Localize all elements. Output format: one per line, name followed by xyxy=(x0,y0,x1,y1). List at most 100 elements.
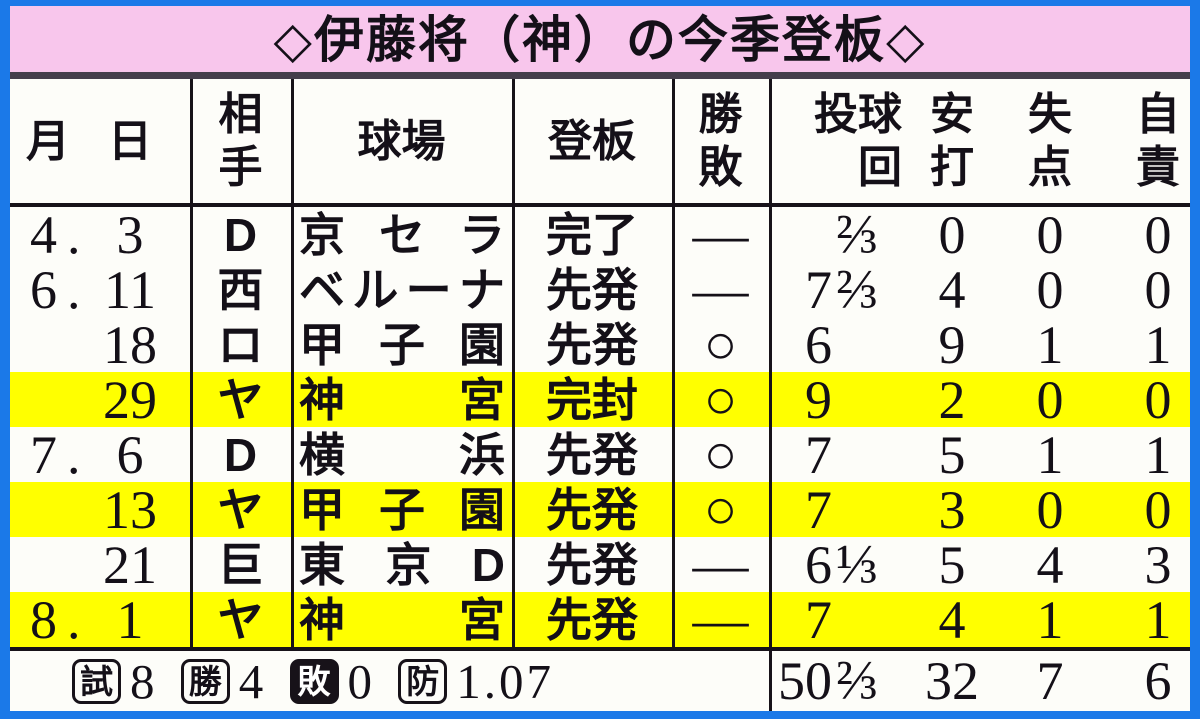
cell-stadium: 東京D xyxy=(299,539,505,591)
header-appearance: 登板 xyxy=(548,117,636,166)
cell-earned: 0 xyxy=(1144,205,1172,265)
header-stadium: 球場 xyxy=(357,117,446,166)
cell-day: 29 xyxy=(103,370,157,430)
cell-innings-fraction: ⅔ xyxy=(836,204,878,266)
grid-vline-4 xyxy=(672,79,675,647)
cell-hits: 3 xyxy=(938,480,966,540)
cell-month xyxy=(30,482,96,537)
cell-innings-fraction xyxy=(836,317,896,372)
era-value: 1.07 xyxy=(456,653,554,709)
cell-runs: 4 xyxy=(1036,535,1064,595)
cell-month: 6. xyxy=(30,260,91,320)
cell-stadium: 甲子園 xyxy=(299,319,505,371)
cell-innings-fraction: ⅓ xyxy=(836,534,878,596)
cell-earned: 3 xyxy=(1144,535,1172,595)
wins-label-badge: 勝 xyxy=(180,658,230,704)
cell-appearance: 完封 xyxy=(546,374,638,426)
cell-earned: 0 xyxy=(1144,370,1172,430)
cell-stadium: ベルーナ xyxy=(299,264,505,316)
cell-runs: 1 xyxy=(1036,315,1064,375)
stats-table: 月 日 相 手 球場 登板 勝 敗 投球 回 安 打 失 点 xyxy=(10,79,1190,711)
header-earned-runs: 自 責 xyxy=(1108,88,1200,194)
header-innings-line1: 投球 xyxy=(814,90,902,139)
table-body: 4. 3 D 京セラ 完了 — ⅔ 0 0 0 6. 11 西 ベルーナ 先発 … xyxy=(10,204,1190,651)
summary-innings-whole: 50 xyxy=(778,651,832,711)
cell-result: ○ xyxy=(703,479,738,541)
cell-earned: 1 xyxy=(1144,425,1172,485)
header-innings: 投球 回 xyxy=(766,88,908,194)
cell-month xyxy=(30,537,96,592)
cell-result: — xyxy=(692,259,749,321)
header-hits-line2: 打 xyxy=(930,143,974,192)
cell-opponent: ヤ xyxy=(217,594,264,646)
cell-month xyxy=(30,317,96,372)
cell-hits: 0 xyxy=(938,205,966,265)
cell-hits: 9 xyxy=(938,315,966,375)
table-row: 18 ロ 甲子園 先発 ○ 6 9 1 1 xyxy=(10,315,1190,375)
cell-opponent: D xyxy=(223,209,258,261)
cell-appearance: 先発 xyxy=(546,484,638,536)
cell-runs: 0 xyxy=(1036,370,1064,430)
cell-innings-fraction xyxy=(836,427,896,482)
table-row: 6. 11 西 ベルーナ 先発 — 7 ⅔ 4 0 0 xyxy=(10,259,1190,321)
title-divider xyxy=(10,72,1190,79)
cell-innings-fraction: ⅔ xyxy=(836,259,878,321)
cell-earned: 1 xyxy=(1144,315,1172,375)
cell-hits: 2 xyxy=(938,370,966,430)
cell-result: — xyxy=(692,589,749,651)
header-runs-line2: 点 xyxy=(1028,143,1072,192)
header-innings-line2: 回 xyxy=(858,143,902,192)
header-result-line2: 敗 xyxy=(698,143,743,192)
summary-innings-fraction: ⅔ xyxy=(836,650,878,712)
grid-vline-2 xyxy=(291,79,294,647)
cell-result: — xyxy=(692,534,749,596)
summary-hits: 32 xyxy=(925,651,979,711)
header-runs: 失 点 xyxy=(1000,88,1100,194)
cell-innings-fraction xyxy=(836,592,896,647)
header-opponent-line2: 手 xyxy=(218,143,263,192)
cell-appearance: 先発 xyxy=(546,264,638,316)
cell-result: ○ xyxy=(703,424,738,486)
cell-innings-whole: 7 xyxy=(805,260,832,320)
cell-innings-fraction xyxy=(836,482,896,537)
games-value: 8 xyxy=(130,653,158,709)
header-day: 日 xyxy=(108,117,152,166)
cell-result: ○ xyxy=(703,369,738,431)
summary-losses: 敗 0 xyxy=(289,653,376,710)
losses-value: 0 xyxy=(347,653,375,709)
cell-result: — xyxy=(692,204,749,266)
cell-appearance: 先発 xyxy=(546,594,638,646)
cell-month xyxy=(30,372,96,427)
cell-innings-whole: 7 xyxy=(805,480,832,540)
cell-innings-whole: 6 xyxy=(805,535,832,595)
cell-earned: 0 xyxy=(1144,260,1172,320)
summary-wins: 勝 4 xyxy=(180,653,267,710)
cell-innings-whole: 6 xyxy=(805,315,832,375)
cell-runs: 1 xyxy=(1036,590,1064,650)
cell-stadium: 神宮 xyxy=(299,594,505,646)
cell-innings-whole: 7 xyxy=(805,425,832,485)
cell-opponent: ヤ xyxy=(217,374,264,426)
cell-innings-fraction xyxy=(836,372,896,427)
grid-vline-3 xyxy=(512,79,515,647)
cell-hits: 5 xyxy=(938,535,966,595)
cell-appearance: 先発 xyxy=(546,319,638,371)
cell-month: 7. xyxy=(30,425,91,485)
cell-day: 21 xyxy=(103,535,157,595)
cell-innings-whole: 7 xyxy=(805,590,832,650)
summary-runs: 7 xyxy=(1036,651,1064,711)
games-label-badge: 試 xyxy=(72,658,121,704)
header-runs-line1: 失 xyxy=(1028,90,1072,139)
header-result-line1: 勝 xyxy=(698,90,743,139)
table-row: 8. 1 ヤ 神宮 先発 — 7 4 1 1 xyxy=(10,589,1190,651)
summary-row: 試 8 勝 4 敗 0 防 1.07 50 ⅔ 32 7 6 xyxy=(10,651,1190,711)
cell-day: 1 xyxy=(116,590,144,650)
summary-totals: 試 8 勝 4 敗 0 防 1.07 xyxy=(72,651,554,711)
summary-games: 試 8 xyxy=(72,653,158,710)
summary-top-rule xyxy=(10,647,1190,651)
cell-opponent: 巨 xyxy=(217,539,264,591)
grid-vline-5 xyxy=(769,79,772,711)
header-bottom-rule xyxy=(10,203,1190,207)
header-opponent: 相 手 xyxy=(190,88,291,194)
table-row: 21 巨 東京D 先発 — 6 ⅓ 5 4 3 xyxy=(10,534,1190,596)
